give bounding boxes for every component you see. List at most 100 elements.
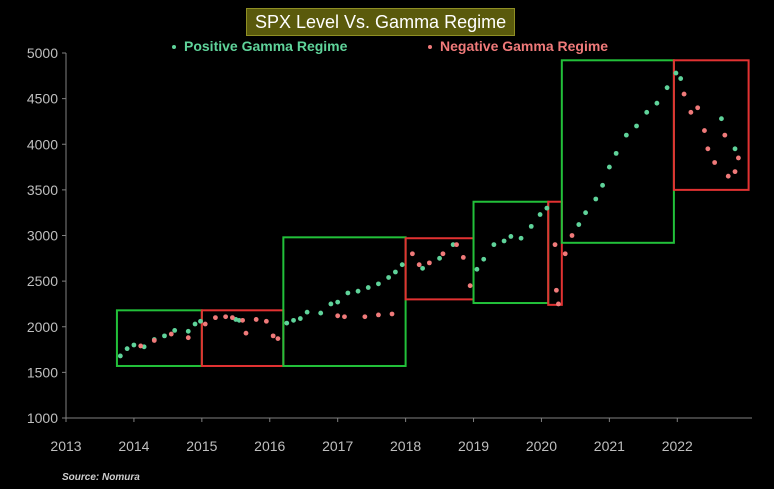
source-note: Source: Nomura [62,472,140,483]
positive-gamma-point [644,109,650,115]
negative-gamma-point [389,311,395,317]
positive-gamma-point [450,242,456,248]
chart-title: SPX Level Vs. Gamma Regime [246,8,516,36]
positive-gamma-point [291,317,296,323]
positive-gamma-point [376,281,381,287]
positive-gamma-point [399,262,405,268]
positive-gamma-point [304,309,310,315]
y-tick-label: 1000 [27,410,58,426]
x-tick-label: 2021 [594,438,625,454]
negative-gamma-point [202,321,208,327]
negative-gamma-point [467,283,473,289]
negative-gamma-point [562,251,568,257]
legend-label-positive: Positive Gamma Regime [184,38,348,54]
legend: Positive Gamma Regime Negative Gamma Reg… [0,38,774,56]
positive-regime-box [560,59,675,244]
positive-gamma-point [518,235,524,241]
positive-gamma-point [192,321,198,327]
negative-gamma-point [409,251,415,257]
positive-gamma-point [284,320,290,326]
negative-gamma-point [460,255,466,260]
positive-gamma-point [162,333,167,339]
negative-gamma-point [688,109,694,115]
negative-gamma-point [335,313,341,319]
positive-gamma-point [198,318,203,324]
x-tick-label: 2017 [322,438,353,454]
positive-gamma-point [583,210,588,216]
x-tick-label: 2014 [118,438,149,454]
negative-gamma-point [695,105,701,111]
negative-gamma-point [553,287,559,293]
y-tick-label: 3000 [27,228,58,244]
positive-gamma-point [678,76,684,81]
negative-gamma-point [426,260,432,266]
negative-regime-box [404,237,475,301]
x-tick-label: 2022 [662,438,693,454]
x-tick-label: 2019 [458,438,489,454]
positive-regime-box [472,200,550,305]
positive-gamma-point [613,150,619,156]
positive-gamma-point [664,85,670,91]
negative-gamma-point [416,262,422,268]
negative-gamma-point [263,318,269,324]
negative-regime-box [672,59,750,191]
positive-gamma-point [600,182,605,188]
negative-gamma-point [362,314,368,320]
y-tick-label: 3500 [27,182,58,198]
positive-gamma-point [236,317,242,323]
negative-gamma-point [342,314,347,320]
negative-gamma-point [454,242,459,248]
negative-gamma-point [275,336,281,342]
negative-gamma-point [223,314,229,320]
positive-gamma-point [481,256,487,262]
positive-gamma-point [345,290,351,296]
negative-gamma-point [556,301,561,307]
negative-gamma-point [552,242,558,248]
negative-gamma-point [376,312,381,318]
negative-gamma-point [240,317,245,323]
positive-gamma-point [508,234,514,239]
positive-gamma-point [365,285,371,290]
axes: 1000 1500 2000 2500 3000 3500 4000 4500 5000 2013… [27,45,752,454]
legend-marker-positive [172,45,176,50]
data-points [117,70,741,359]
positive-gamma-point [501,238,507,244]
y-tick-label: 2000 [27,319,58,335]
positive-gamma-point [335,299,341,305]
x-tick-label: 2016 [254,438,285,454]
y-tick-label: 2500 [27,273,58,289]
positive-gamma-point [393,269,398,275]
positive-gamma-point [673,70,679,76]
positive-gamma-point [491,242,497,248]
positive-gamma-point [606,164,612,170]
negative-gamma-point [138,343,144,349]
regime-boxes [115,59,750,367]
negative-gamma-point [712,160,718,165]
y-tick-label: 5000 [27,45,58,61]
x-tick-label: 2020 [526,438,557,454]
positive-gamma-point [386,275,392,280]
positive-gamma-point [654,100,660,106]
negative-gamma-point [253,317,259,322]
negative-gamma-point [736,155,741,161]
positive-gamma-point [185,328,191,334]
positive-gamma-point [172,328,178,333]
positive-gamma-point [544,205,550,211]
positive-gamma-point [355,288,361,294]
positive-gamma-point [131,342,137,348]
x-tick-label: 2015 [186,438,217,454]
legend-item-negative: Negative Gamma Regime [428,38,608,54]
negative-gamma-point [270,333,276,339]
y-tick-label: 4500 [27,91,58,107]
positive-gamma-point [634,123,639,129]
positive-gamma-point [437,255,442,261]
positive-gamma-point [732,146,738,152]
positive-gamma-point [117,353,123,359]
y-tick-label: 4000 [27,136,58,152]
positive-gamma-point [318,310,324,316]
negative-gamma-point [151,338,157,343]
positive-gamma-point [623,132,629,138]
legend-label-negative: Negative Gamma Regime [440,38,609,54]
